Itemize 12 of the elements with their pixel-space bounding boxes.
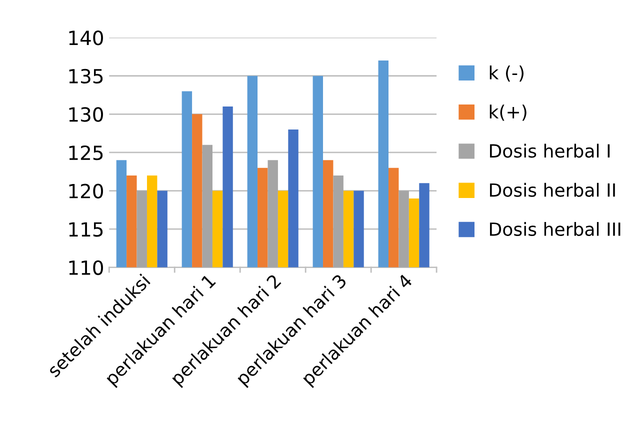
y-tick-label: 130 xyxy=(69,107,103,122)
legend-label: Dosis herbal III xyxy=(490,222,620,236)
legend-label: k(+) xyxy=(490,104,526,121)
y-tick-label: 120 xyxy=(69,184,103,198)
y-tick-label: 135 xyxy=(69,68,103,84)
y-tick-label: 115 xyxy=(69,222,103,237)
y-tick-label: 140 xyxy=(69,30,103,46)
legend-label: Dosis herbal II xyxy=(490,182,615,197)
legend-label: Dosis herbal I xyxy=(490,144,610,158)
y-tick-label: 125 xyxy=(69,145,103,160)
y-tick-label: 110 xyxy=(69,260,103,276)
legend-label: k (-) xyxy=(490,65,524,82)
